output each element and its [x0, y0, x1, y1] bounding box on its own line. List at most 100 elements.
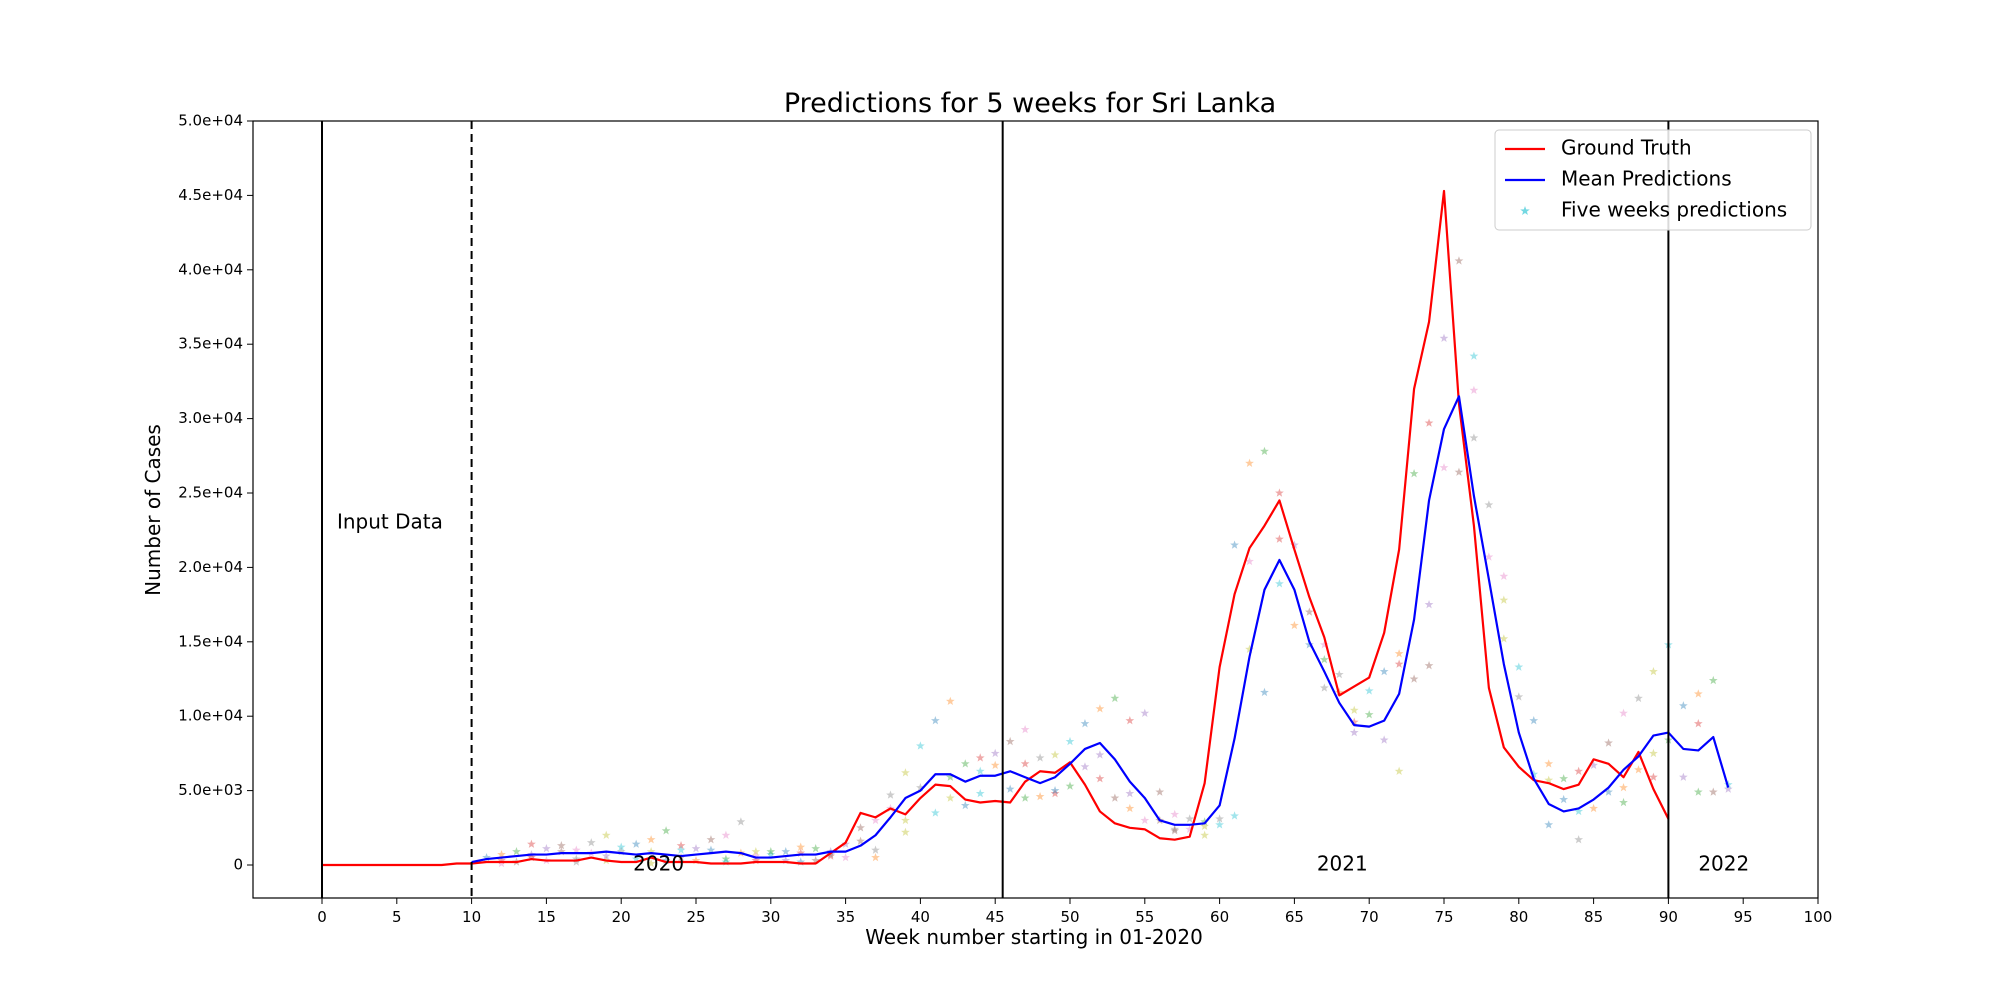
prediction-star-point — [1723, 784, 1733, 793]
prediction-star-point — [1260, 687, 1269, 697]
prediction-star-point — [1559, 794, 1569, 804]
legend-box — [1494, 129, 1812, 231]
prediction-star-point — [646, 847, 656, 856]
prediction-star-point — [1290, 620, 1299, 630]
prediction-star-point — [1230, 540, 1239, 549]
x-tick-label: 10 — [462, 908, 481, 926]
y-tick-label: 3.5e+04 — [178, 335, 243, 353]
prediction-star-point — [871, 845, 880, 854]
prediction-star-point — [960, 759, 970, 768]
prediction-star-point — [1185, 824, 1195, 834]
prediction-star-point — [1364, 686, 1374, 695]
prediction-star-point — [1020, 793, 1030, 802]
prediction-star-point — [1708, 675, 1718, 685]
prediction-star-point — [721, 830, 731, 839]
prediction-star-point — [1649, 748, 1658, 758]
prediction-star-point — [751, 855, 761, 865]
prediction-star-point — [1634, 765, 1643, 774]
prediction-star-point — [1050, 750, 1060, 759]
prediction-star-point — [1529, 769, 1539, 778]
prediction-star-point — [1469, 351, 1479, 360]
plot-background — [253, 121, 1818, 898]
prediction-star-point — [1080, 762, 1090, 771]
prediction-star-point — [751, 847, 761, 856]
prediction-star-point — [1125, 716, 1135, 725]
chart-title: Predictions for 5 weeks for Sri Lanka — [784, 88, 1276, 119]
prediction-star-point — [497, 849, 506, 859]
prediction-star-point — [1200, 821, 1210, 831]
prediction-star-point — [1095, 774, 1105, 783]
prediction-star-point — [1529, 716, 1539, 725]
prediction-star-point — [1424, 600, 1434, 609]
prediction-star-point — [975, 766, 985, 775]
x-tick-label: 70 — [1360, 908, 1379, 926]
x-tick-label: 30 — [761, 908, 780, 926]
prediction-star-point — [631, 854, 641, 863]
prediction-star-point — [1065, 736, 1075, 746]
prediction-star-point — [1035, 791, 1045, 801]
prediction-star-point — [616, 847, 626, 856]
prediction-star-point — [1349, 727, 1359, 737]
prediction-star-point — [1200, 817, 1210, 826]
prediction-star-point — [1020, 759, 1030, 768]
prediction-star-point — [661, 855, 671, 865]
prediction-star-point — [1230, 811, 1239, 820]
prediction-star-point — [1110, 693, 1120, 703]
prediction-star-point — [826, 851, 836, 860]
prediction-star-point — [1544, 775, 1554, 784]
prediction-star-point — [497, 855, 506, 865]
x-tick-label: 15 — [537, 908, 556, 926]
prediction-star-point — [1649, 772, 1658, 781]
annotation-label: 2020 — [633, 852, 684, 876]
prediction-star-point — [901, 827, 910, 836]
prediction-star-point — [1649, 666, 1658, 676]
prediction-star-point — [811, 855, 821, 865]
y-tick-label: 5.0e+04 — [178, 112, 243, 130]
y-tick-label: 2.5e+04 — [178, 484, 243, 502]
x-tick-label: 65 — [1285, 908, 1304, 926]
prediction-star-point — [1170, 826, 1180, 835]
y-tick-label: 4.5e+04 — [178, 186, 243, 204]
prediction-star-point — [1499, 595, 1509, 604]
prediction-star-point — [1574, 806, 1584, 816]
prediction-star-point — [721, 854, 731, 863]
x-tick-label: 100 — [1804, 908, 1833, 926]
prediction-star-point — [527, 839, 536, 848]
prediction-star-point — [1035, 753, 1045, 762]
prediction-star-point — [1424, 661, 1434, 670]
legend: Ground Truth Mean Predictions Five weeks p… — [1494, 129, 1812, 231]
prediction-star-point — [1319, 655, 1329, 664]
prediction-star-point — [751, 851, 761, 860]
prediction-star-point — [1693, 719, 1703, 728]
prediction-star-point — [542, 844, 551, 853]
prediction-star-point — [1050, 788, 1060, 798]
prediction-star-point — [706, 845, 716, 854]
prediction-star-point — [811, 844, 821, 853]
prediction-star-point — [1349, 705, 1359, 714]
prediction-star-point — [1005, 736, 1015, 746]
prediction-star-point — [1559, 774, 1569, 783]
y-tick-label: 3.0e+04 — [178, 409, 243, 427]
legend-star-swatch — [1520, 206, 1530, 216]
prediction-star-point — [601, 851, 611, 860]
prediction-star-point — [1379, 735, 1389, 744]
prediction-star-point — [975, 788, 985, 798]
prediction-star-point — [1544, 759, 1554, 768]
prediction-star-point — [1484, 552, 1494, 561]
prediction-star-point — [556, 841, 566, 850]
prediction-star-point — [1604, 787, 1613, 796]
prediction-star-point — [1290, 540, 1299, 549]
prediction-star-point — [1394, 659, 1404, 668]
ground-truth-line — [322, 189, 1670, 867]
prediction-star-point — [1619, 783, 1628, 792]
prediction-star-point — [1394, 766, 1404, 775]
prediction-star-point — [1499, 634, 1509, 643]
prediction-star-point — [1514, 692, 1524, 701]
y-tick-label: 1.0e+04 — [178, 707, 243, 725]
prediction-star-point — [1319, 683, 1329, 692]
prediction-star-point — [1334, 669, 1344, 679]
y-tick-label: 5.0e+03 — [178, 781, 243, 799]
prediction-star-point — [1125, 788, 1135, 798]
x-tick-label: 25 — [686, 908, 705, 926]
prediction-star-point — [482, 852, 491, 862]
